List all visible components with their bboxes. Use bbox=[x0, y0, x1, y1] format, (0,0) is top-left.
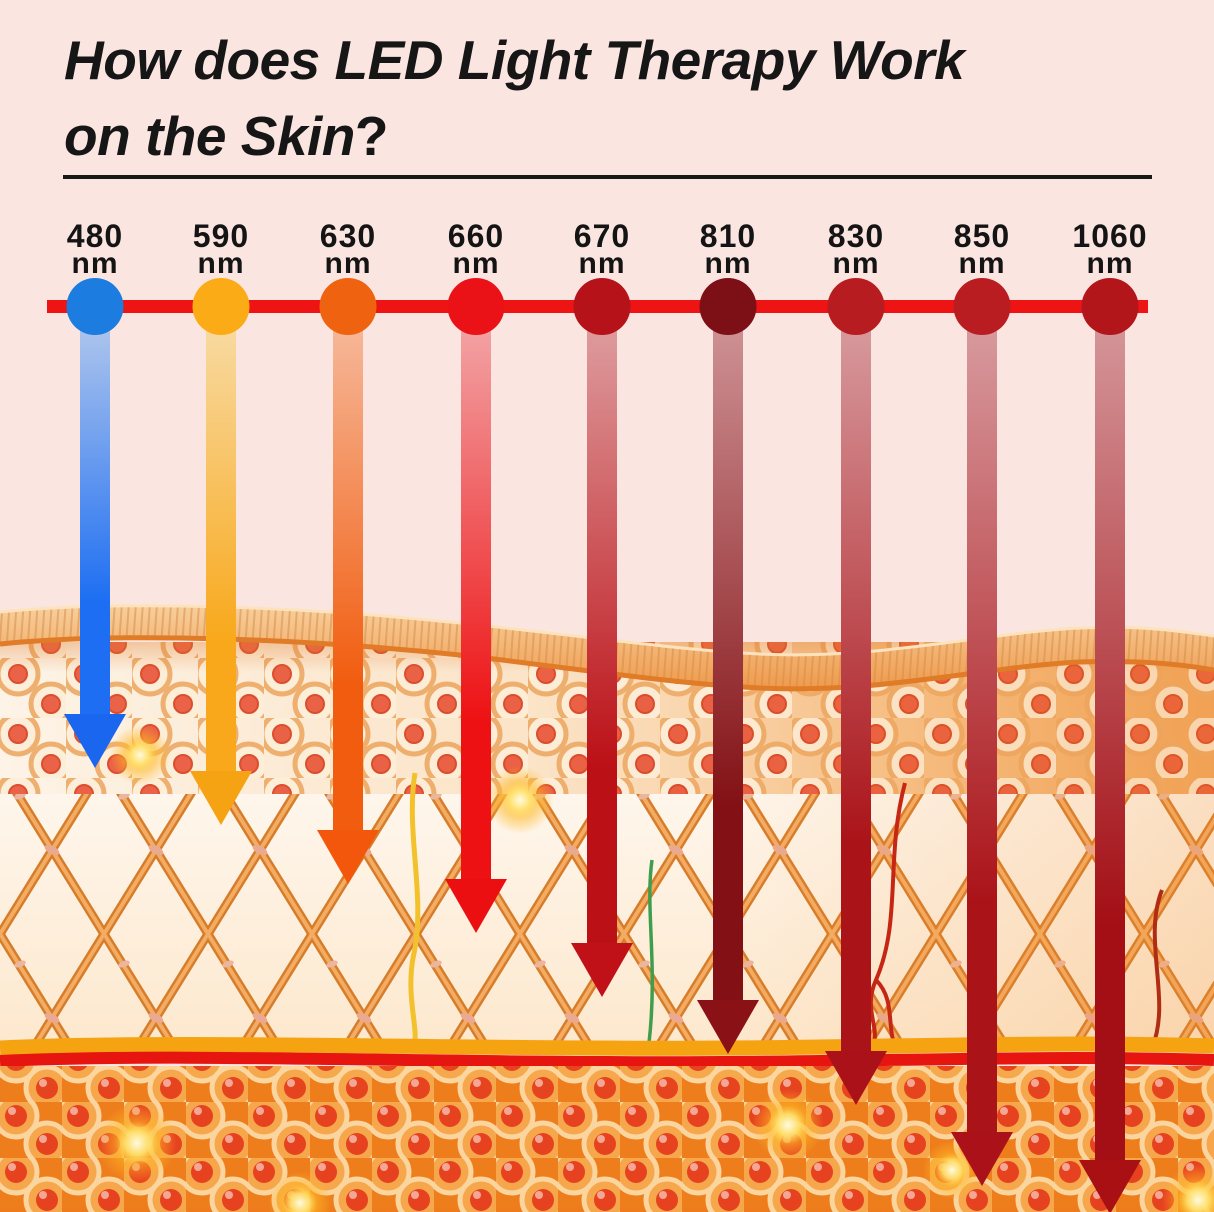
yellow-vessel bbox=[408, 772, 421, 1047]
wavelength-label: 670 nm bbox=[573, 218, 631, 280]
penetration-arrow-shaft bbox=[841, 312, 871, 1053]
wavelength-value: 670 bbox=[573, 218, 631, 254]
wavelength-dot-icon bbox=[319, 278, 377, 335]
wavelength-dot-icon bbox=[447, 278, 505, 335]
wavelength-dot-icon bbox=[953, 278, 1011, 335]
title-underline bbox=[63, 175, 1152, 179]
wavelength-value: 810 bbox=[699, 218, 757, 254]
penetration-arrow-shaft bbox=[461, 312, 491, 881]
page-title: How does LED Light Therapy Work on the S… bbox=[64, 22, 965, 174]
penetration-arrow-shaft bbox=[206, 312, 236, 773]
dermis-boundary-bands bbox=[0, 1036, 1214, 1069]
penetration-arrow-shaft bbox=[333, 312, 363, 832]
green-vessel bbox=[647, 859, 655, 1044]
glow-highlights bbox=[97, 725, 1214, 1212]
wavelength-unit: nm bbox=[832, 247, 880, 280]
penetration-arrow-shaft bbox=[967, 312, 997, 1134]
penetration-arrow-shaft bbox=[587, 312, 617, 945]
penetration-arrow-shaft bbox=[80, 312, 110, 716]
wavelength-value: 830 bbox=[827, 218, 885, 254]
title-line-1: How does LED Light Therapy Work bbox=[64, 29, 965, 91]
title-line-2: on the Skin? bbox=[64, 105, 389, 167]
wavelength-label: 830 nm bbox=[827, 218, 885, 280]
wavelength-unit: nm bbox=[197, 247, 245, 280]
wavelength-label: 480 nm bbox=[66, 218, 124, 280]
wavelength-value: 630 bbox=[319, 218, 377, 254]
subcutaneous-layer bbox=[0, 1066, 1214, 1212]
wavelength-dot-icon bbox=[573, 278, 631, 335]
wavelength-dot-icon bbox=[827, 278, 885, 335]
wavelength-dot-icon bbox=[66, 278, 124, 335]
wavelength-dot-icon bbox=[1081, 278, 1139, 335]
wavelength-label: 850 nm bbox=[953, 218, 1011, 280]
wavelength-label: 590 nm bbox=[192, 218, 250, 280]
wavelength-label: 660 nm bbox=[447, 218, 505, 280]
penetration-arrow-shaft bbox=[1095, 312, 1125, 1162]
title-question-mark: ? bbox=[354, 105, 389, 167]
wavelength-unit: nm bbox=[958, 247, 1006, 280]
wavelength-unit: nm bbox=[452, 247, 500, 280]
wavelength-unit: nm bbox=[71, 247, 119, 280]
wavelength-value: 850 bbox=[953, 218, 1011, 254]
wavelength-dot-icon bbox=[192, 278, 250, 335]
wavelength-label: 1060 nm bbox=[1072, 218, 1148, 280]
wavelength-unit: nm bbox=[704, 247, 752, 280]
wavelength-unit: nm bbox=[1086, 247, 1134, 280]
wavelength-unit: nm bbox=[578, 247, 626, 280]
wavelength-unit: nm bbox=[324, 247, 372, 280]
warm-tint-overlay bbox=[700, 642, 1214, 1050]
wavelength-value: 590 bbox=[192, 218, 250, 254]
wavelength-value: 660 bbox=[447, 218, 505, 254]
wavelength-value: 480 bbox=[66, 218, 124, 254]
wavelength-dot-icon bbox=[699, 278, 757, 335]
wavelength-label: 630 nm bbox=[319, 218, 377, 280]
wavelength-label: 810 nm bbox=[699, 218, 757, 280]
penetration-arrow-shaft bbox=[713, 312, 743, 1002]
wavelength-value: 1060 bbox=[1072, 218, 1148, 254]
